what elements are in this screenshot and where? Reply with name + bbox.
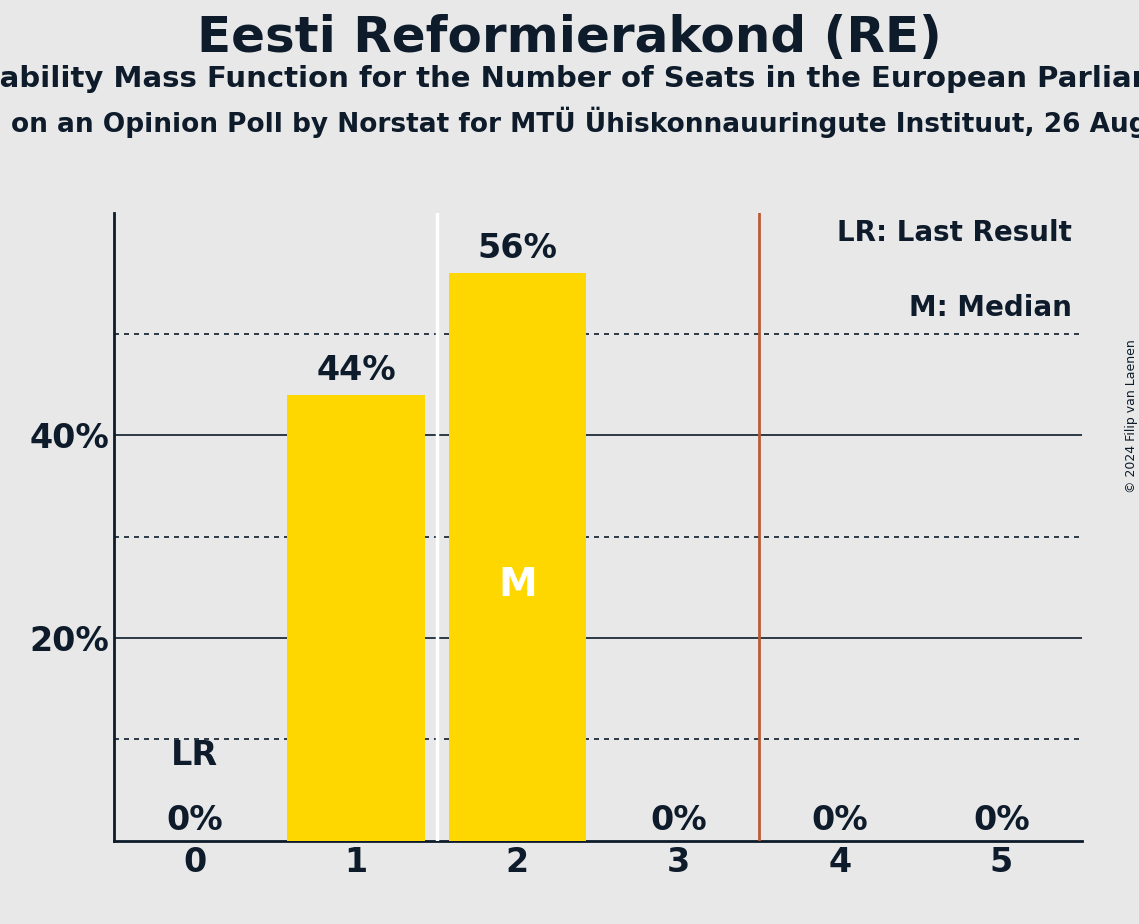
Text: 0%: 0% [812,804,868,837]
Text: 0%: 0% [166,804,223,837]
Text: LR: LR [171,739,219,772]
Text: © 2024 Filip van Laenen: © 2024 Filip van Laenen [1124,339,1138,492]
Text: on an Opinion Poll by Norstat for MTÜ Ühiskonnauuringute Instituut, 26 August–1 : on an Opinion Poll by Norstat for MTÜ Üh… [11,106,1139,138]
Text: M: Median: M: Median [910,294,1073,322]
Text: 44%: 44% [317,354,395,387]
Text: Probability Mass Function for the Number of Seats in the European Parliament: Probability Mass Function for the Number… [0,65,1139,92]
Text: 0%: 0% [650,804,707,837]
Bar [287,395,425,841]
Text: Eesti Reformierakond (RE): Eesti Reformierakond (RE) [197,14,942,62]
Bar [449,274,585,841]
Text: 0%: 0% [973,804,1030,837]
Text: M: M [498,566,536,604]
Text: 56%: 56% [477,232,557,265]
Text: LR: Last Result: LR: Last Result [837,219,1073,247]
